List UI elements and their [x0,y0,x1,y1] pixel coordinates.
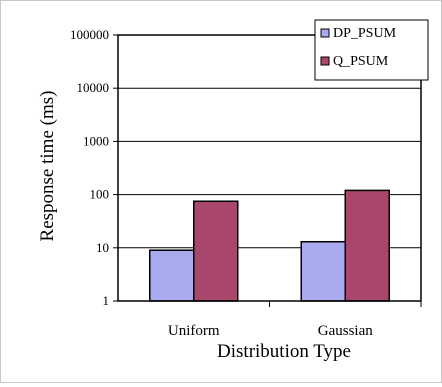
bar-dp_psum-uniform [149,249,195,302]
legend-box [314,19,429,81]
legend-label: DP_PSUM [333,26,397,41]
bar-dp_psum-gaussian [300,240,346,302]
legend: DP_PSUM Q_PSUM [314,19,429,81]
bar-q_psum-uniform [193,200,239,302]
y-tick-label: 100000 [70,27,109,42]
x-category-label: Uniform [168,323,220,339]
x-category-label: Gaussian [318,323,373,339]
y-axis-ticks: 1 10 100 1000 10000 100000 [70,27,118,308]
y-tick-label: 1000 [83,133,109,148]
x-axis-categories: Uniform Gaussian [168,301,422,339]
y-axis-label: Response time (ms) [37,91,58,242]
y-tick-label: 100 [90,187,110,202]
y-tick-label: 1 [103,293,110,308]
x-axis-label: Distribution Type [217,341,351,362]
legend-swatch [320,56,330,66]
legend-label: Q_PSUM [333,54,389,69]
bar-q_psum-gaussian [344,189,390,302]
legend-swatch [320,28,330,38]
bars [149,189,390,302]
y-tick-label: 10 [96,240,109,255]
y-tick-label: 10000 [77,80,110,95]
